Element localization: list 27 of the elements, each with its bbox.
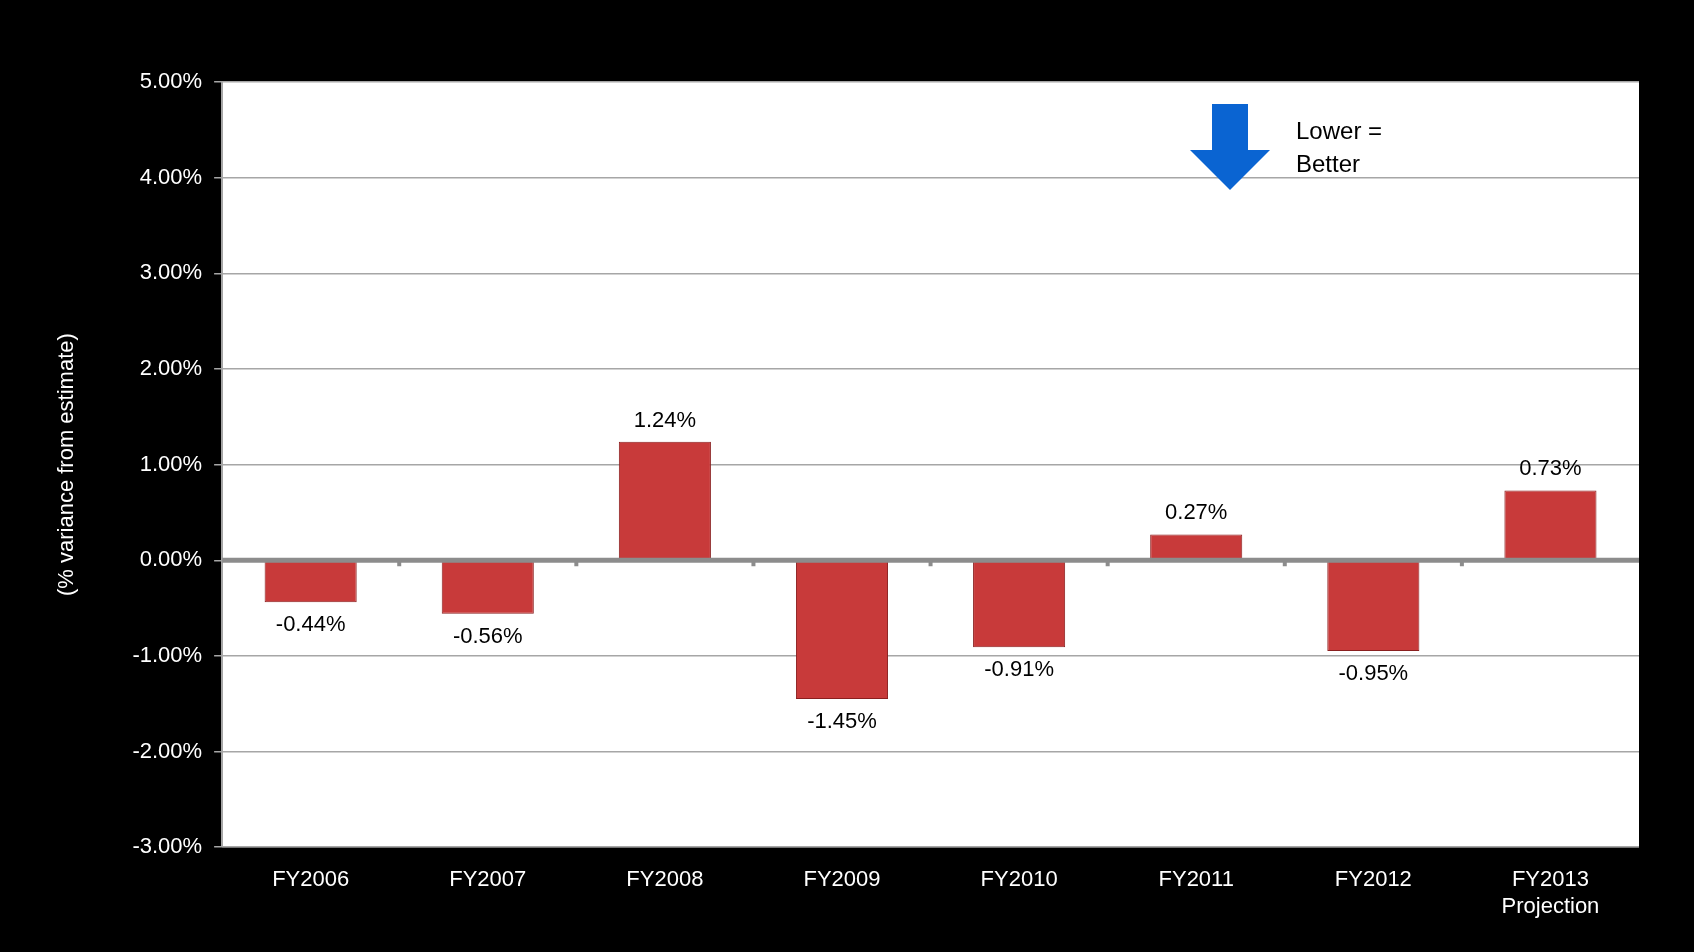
y-tick-label: -1.00% [132,641,203,667]
data-label: -0.44% [275,611,346,637]
data-label: -1.45% [807,708,877,734]
data-label: -0.56% [452,622,523,648]
x-tick-label: FY2011 [1158,866,1234,892]
x-tick-label: FY2006 [272,866,350,892]
y-tick-label: 0.00% [139,546,203,572]
annotation: Lower = Better [1296,116,1383,179]
x-tick-label: FY2009 [803,866,881,892]
x-tick-label: FY2013 Projection [1501,866,1600,918]
y-tick-label: 3.00% [139,259,203,285]
x-tick-label: FY2008 [626,866,704,892]
y-tick-label: 1.00% [139,450,203,476]
y-axis-title: (% variance from estimate) [53,333,79,597]
y-tick-label: 2.00% [139,355,203,381]
data-label: 0.73% [1519,455,1582,481]
y-tick-label: 4.00% [139,163,203,189]
x-tick-label: FY2012 [1334,866,1412,892]
data-label: 1.24% [633,406,697,432]
x-tick-label: FY2007 [449,866,527,892]
data-label: -0.91% [984,656,1054,682]
y-tick-label: -2.00% [132,737,203,763]
data-label: -0.95% [1338,660,1409,686]
y-tick-label: 5.00% [139,68,203,94]
x-tick-label: FY2010 [980,866,1058,892]
y-tick-label: -3.00% [132,833,203,859]
data-label: 0.27% [1165,499,1228,525]
